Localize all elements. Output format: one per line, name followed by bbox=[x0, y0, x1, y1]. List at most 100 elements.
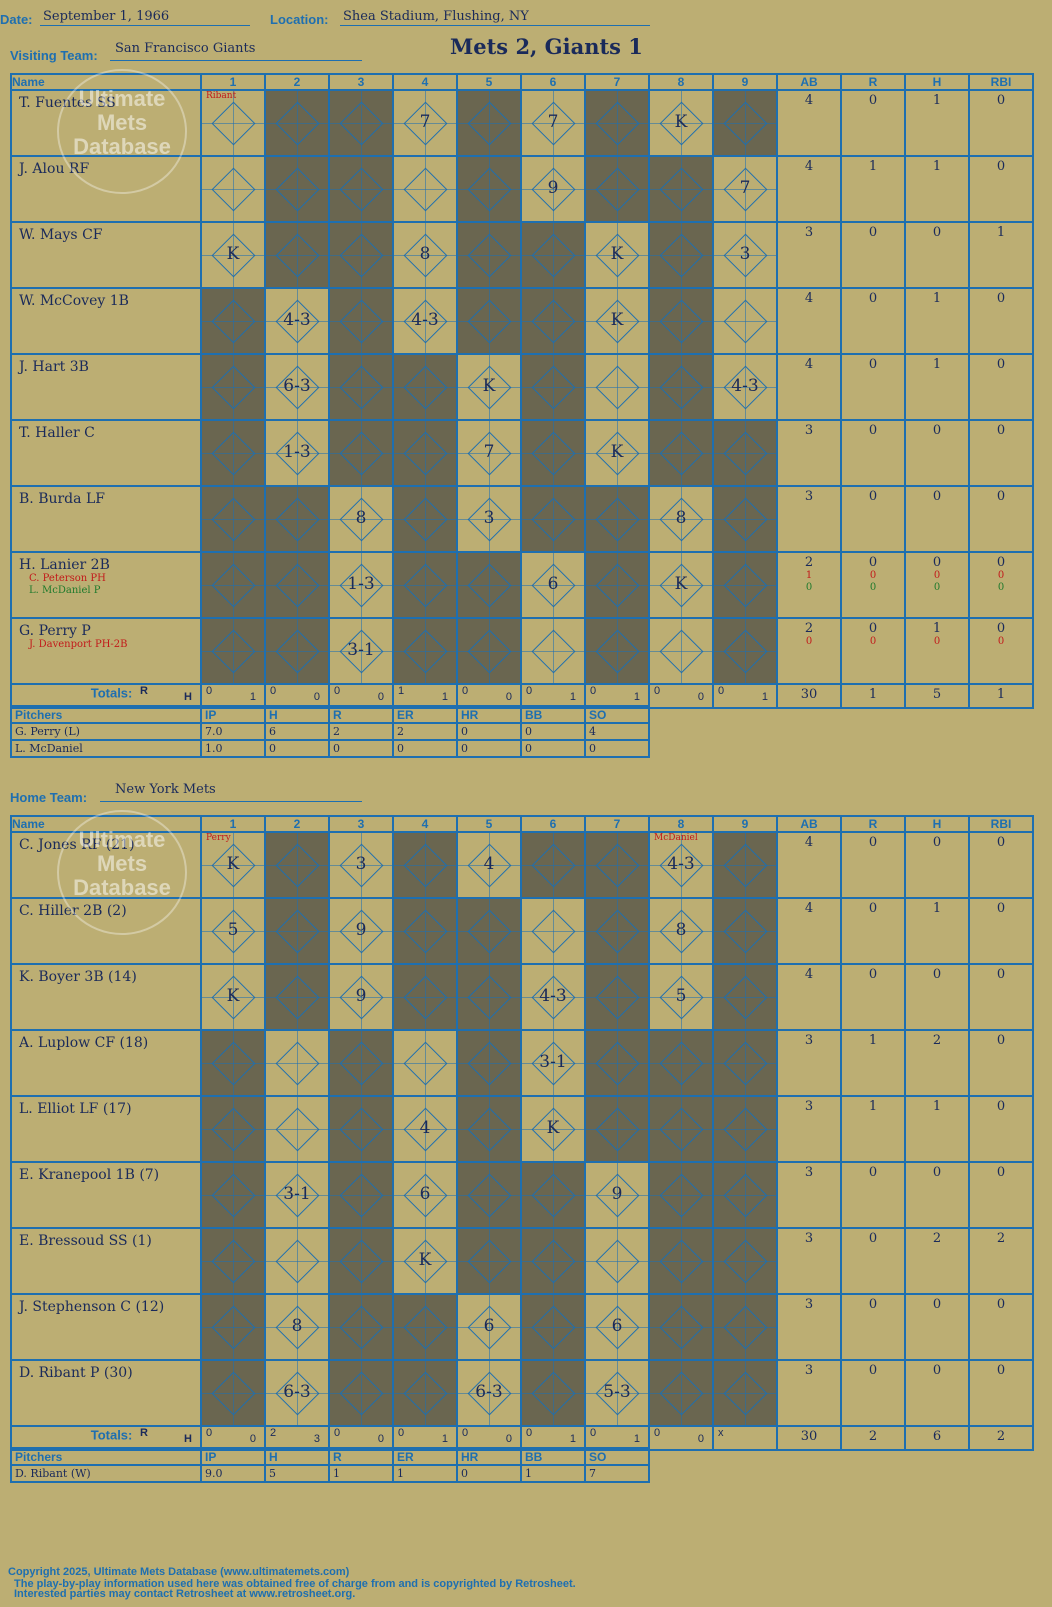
inning-5-cell bbox=[456, 963, 522, 1031]
batter-name-cell: W. McCovey 1B bbox=[10, 287, 202, 355]
diamond-icon bbox=[659, 299, 704, 344]
inning-runs: 0 bbox=[590, 1427, 597, 1439]
column-header: 6 bbox=[520, 815, 586, 833]
inning-1-cell: K bbox=[200, 963, 266, 1031]
inning-6-cell: 4-3 bbox=[520, 963, 586, 1031]
substitute-stat: 1 bbox=[805, 570, 813, 581]
pitcher-stat: 0 bbox=[328, 739, 394, 758]
diamond-icon bbox=[595, 1107, 640, 1152]
substitute-stat: 0 bbox=[997, 636, 1005, 647]
game-title: Mets 2, Giants 1 bbox=[450, 34, 643, 59]
diamond-icon bbox=[595, 101, 640, 146]
diamond-icon bbox=[211, 563, 256, 608]
inning-5-cell bbox=[456, 221, 522, 289]
column-header: 8 bbox=[648, 73, 714, 91]
diamond-icon bbox=[723, 909, 768, 954]
batter-name: J. Hart 3B bbox=[19, 359, 89, 375]
inning-1-cell: 5 bbox=[200, 897, 266, 965]
play-result: 6 bbox=[611, 1316, 623, 1336]
totals-label: Totals: bbox=[90, 1427, 133, 1443]
play-result: 9 bbox=[355, 920, 367, 940]
inning-2-cell bbox=[264, 1095, 330, 1163]
inning-8-cell: K bbox=[648, 551, 714, 619]
inning-4-cell bbox=[392, 617, 458, 685]
inning-runs: x bbox=[718, 1427, 724, 1439]
inning-2-cell bbox=[264, 155, 330, 223]
inning-4-cell: 4-3 bbox=[392, 287, 458, 355]
diamond-icon bbox=[403, 843, 448, 888]
inning-9-cell: 7 bbox=[712, 155, 778, 223]
inning-7-cell: K bbox=[584, 221, 650, 289]
diamond-icon bbox=[275, 975, 320, 1020]
diamond-icon bbox=[467, 167, 512, 212]
inning-7-cell bbox=[584, 485, 650, 553]
inning-4-cell: K bbox=[392, 1227, 458, 1295]
batter-name: G. Perry P bbox=[19, 623, 91, 639]
diamond-icon bbox=[531, 1305, 576, 1350]
inning-9-cell bbox=[712, 551, 778, 619]
batter-row: H. Lanier 2B C. Peterson PH L. McDaniel P 1… bbox=[10, 551, 1034, 619]
diamond-icon bbox=[275, 1041, 320, 1086]
diamond-icon bbox=[723, 1041, 768, 1086]
inning-7-cell: K bbox=[584, 287, 650, 355]
inning-5-cell bbox=[456, 1227, 522, 1295]
play-result: 4-3 bbox=[411, 310, 439, 330]
diamond-icon bbox=[403, 497, 448, 542]
inning-2-cell bbox=[264, 551, 330, 619]
play-result: 7 bbox=[547, 112, 559, 132]
pitcher-stat: 0 bbox=[456, 722, 522, 741]
diamond-icon bbox=[659, 233, 704, 278]
batter-row: L. Elliot LF (17) 4 K 3 1 1 0 bbox=[10, 1095, 1034, 1163]
play-result: 3 bbox=[355, 854, 367, 874]
pitcher-column-header: HR bbox=[456, 1447, 522, 1466]
batter-name: W. McCovey 1B bbox=[19, 293, 129, 309]
inning-7-cell: 5-3 bbox=[584, 1359, 650, 1427]
batting-stat-cell: 4 bbox=[776, 897, 842, 965]
batting-stat-cell: 1 bbox=[968, 221, 1034, 289]
play-result: K bbox=[674, 574, 688, 594]
inning-8-cell bbox=[648, 419, 714, 487]
batting-stat: 0 bbox=[996, 159, 1006, 174]
column-header: 5 bbox=[456, 73, 522, 91]
inning-3-cell bbox=[328, 1161, 394, 1229]
diamond-icon bbox=[275, 1239, 320, 1284]
pitcher-name: G. Perry (L) bbox=[10, 722, 202, 741]
diamond-icon bbox=[531, 629, 576, 674]
pitcher-stat: 0 bbox=[520, 722, 586, 741]
inning-4-cell bbox=[392, 1029, 458, 1097]
footer-retrosheet-line: The play-by-play information used here w… bbox=[14, 1578, 576, 1590]
batting-stat-cell: 0 bbox=[968, 1095, 1034, 1163]
inning-hits: 0 bbox=[249, 1433, 256, 1445]
batting-stat-cell: 1 bbox=[904, 353, 970, 421]
inning-9-cell bbox=[712, 1161, 778, 1229]
batting-stat-cell: 1 bbox=[840, 155, 906, 223]
diamond-icon bbox=[339, 365, 384, 410]
batting-stat: 0 bbox=[868, 1363, 878, 1378]
diamond-icon bbox=[659, 431, 704, 476]
inning-2-cell bbox=[264, 831, 330, 899]
batter-name-cell: B. Burda LF bbox=[10, 485, 202, 553]
play-result: K bbox=[226, 244, 240, 264]
batting-stat: 0 bbox=[868, 357, 878, 372]
inning-runs: 2 bbox=[270, 1427, 277, 1439]
diamond-icon bbox=[467, 1041, 512, 1086]
batter-name-cell: L. Elliot LF (17) bbox=[10, 1095, 202, 1163]
batting-stat-cell: 0 bbox=[968, 1029, 1034, 1097]
inning-3-cell bbox=[328, 287, 394, 355]
diamond-icon bbox=[275, 909, 320, 954]
diamond-icon bbox=[339, 101, 384, 146]
inning-9-cell bbox=[712, 897, 778, 965]
pitcher-row: G. Perry (L) 7.0 6 2 2 0 0 4 bbox=[10, 722, 650, 741]
batting-stat: 4 bbox=[804, 967, 814, 982]
inning-6-cell bbox=[520, 221, 586, 289]
inning-hits: 0 bbox=[697, 1433, 704, 1445]
diamond-icon bbox=[659, 365, 704, 410]
substitute-stat: 0 bbox=[869, 636, 877, 647]
batting-stat-cell: 0 bbox=[968, 1293, 1034, 1361]
batting-stat: 0 bbox=[996, 555, 1006, 570]
pitcher-stat: 7 bbox=[584, 1464, 650, 1483]
batting-stat-cell: 3 bbox=[776, 1095, 842, 1163]
